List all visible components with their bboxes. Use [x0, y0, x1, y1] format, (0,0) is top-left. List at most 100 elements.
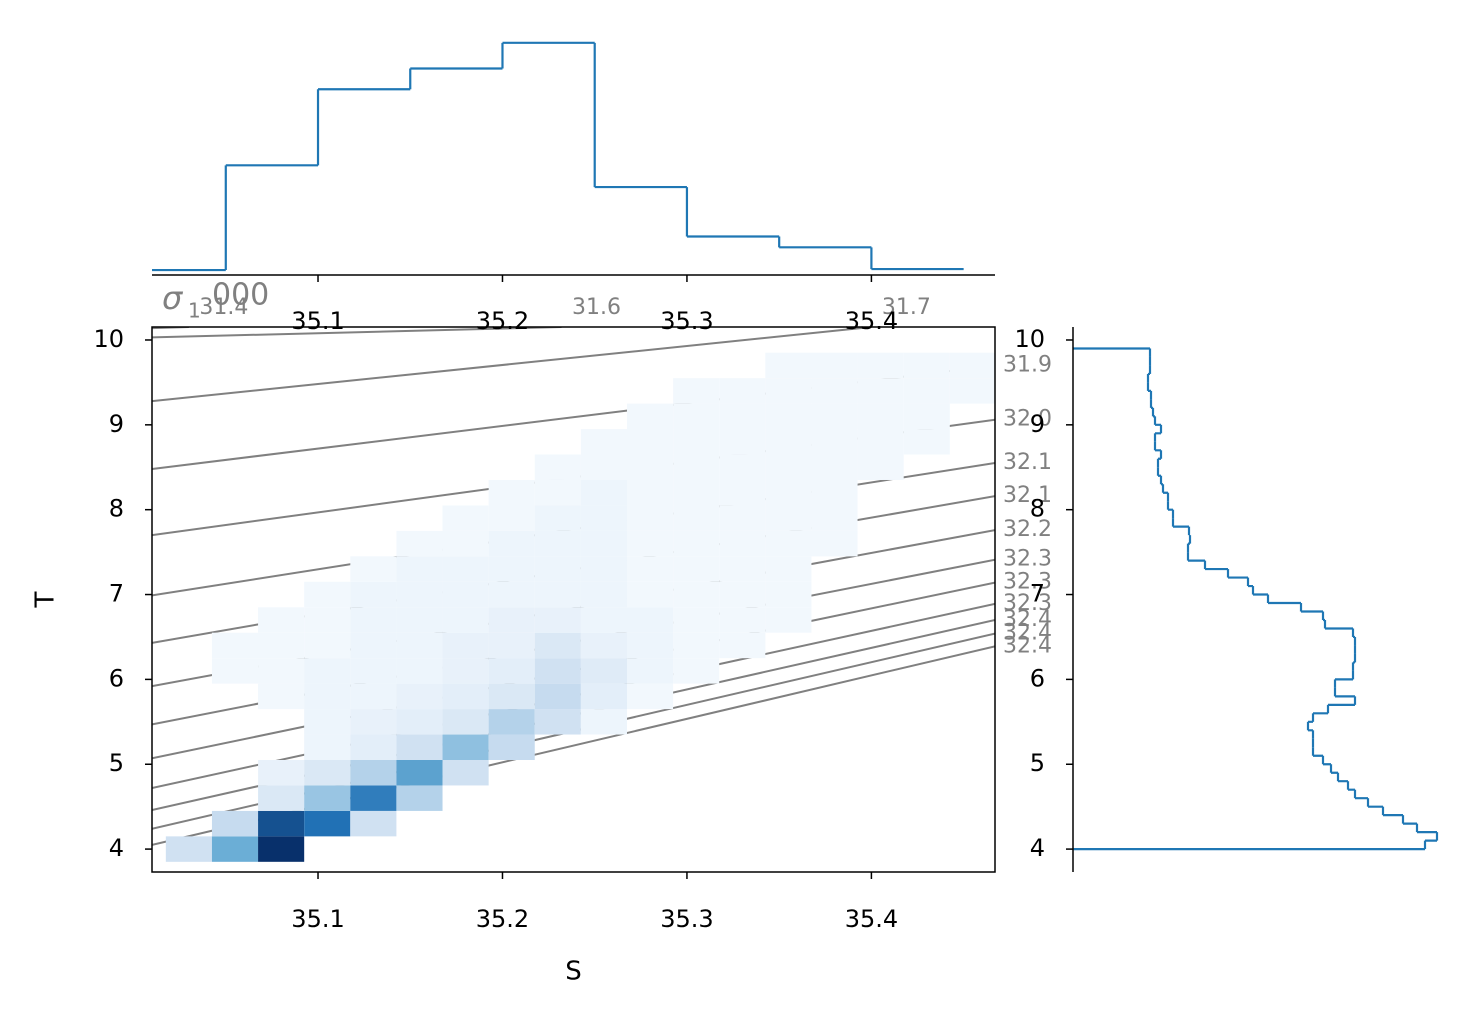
x-tick-label: 35.3 — [660, 307, 713, 335]
hex-cell — [580, 683, 627, 710]
contour-label: 32.4 — [1003, 621, 1052, 646]
contour-label: 32.4 — [1003, 607, 1052, 632]
hex-cell — [811, 378, 858, 404]
hex-cell — [626, 556, 674, 582]
hex-cell — [673, 429, 720, 455]
hex-cell — [488, 581, 535, 608]
hex-cell — [488, 607, 535, 633]
contour-label: 32.4 — [1003, 633, 1052, 658]
density-title-suffix: 000 — [212, 278, 269, 313]
contour-label: 31.6 — [572, 295, 621, 320]
hex-cell — [580, 530, 627, 557]
hex-cell — [396, 683, 443, 710]
hex-cell — [580, 505, 627, 531]
bin-connector — [1073, 347, 1437, 851]
hex-cell — [258, 810, 305, 837]
hex-cell — [673, 607, 720, 633]
hex-cell — [673, 378, 720, 404]
hex-cell — [304, 683, 351, 710]
hex-cell — [488, 479, 535, 506]
hex-cell — [765, 378, 812, 404]
hex-cell — [673, 556, 720, 582]
axes-frame — [151, 326, 996, 873]
hex-cell — [903, 378, 950, 404]
histogram — [152, 41, 964, 272]
hex-cell — [673, 505, 720, 531]
hex-cell — [258, 683, 305, 710]
contour-label: 31.7 — [882, 295, 931, 320]
hex-cell — [258, 836, 305, 862]
hex-cell — [719, 378, 766, 404]
hex-cell — [811, 429, 858, 455]
hex-cell — [903, 403, 950, 430]
hex-cell — [211, 836, 259, 862]
hex-cell — [765, 607, 812, 633]
hex-cell — [396, 759, 443, 786]
hex-cell — [442, 632, 489, 659]
hex-cell — [626, 479, 674, 506]
hex-cell — [811, 479, 858, 506]
hex-cell — [396, 581, 443, 608]
y-tick-label: 8 — [109, 495, 124, 523]
hex-cell — [396, 709, 443, 735]
hex-cell — [719, 429, 766, 455]
y-tick-label: 9 — [1030, 410, 1045, 438]
hex-cell — [765, 429, 812, 455]
x-tick-label: 35.2 — [476, 307, 529, 335]
hex-cell — [580, 429, 627, 455]
hex-cell — [626, 505, 674, 531]
hex-cell — [719, 403, 766, 430]
hex-cell — [304, 709, 351, 735]
hex-cell — [765, 505, 812, 531]
y-tick-label: 6 — [109, 664, 124, 692]
y-tick-label: 10 — [1014, 325, 1045, 353]
hex-cell — [719, 530, 766, 557]
x-tick-label: 35.2 — [476, 905, 529, 933]
hex-cell — [442, 556, 489, 582]
hex-cell — [765, 581, 812, 608]
hex-cell — [304, 658, 351, 684]
hex-cell — [626, 454, 674, 480]
hex-cell — [442, 683, 489, 710]
x-axis-label: S — [565, 957, 582, 987]
y-axis-label: T — [31, 591, 61, 608]
hex-cell — [396, 658, 443, 684]
plot-area — [152, 327, 995, 862]
hex-cell — [488, 683, 535, 710]
y-tick-label: 4 — [1030, 834, 1045, 862]
hex-cell — [396, 556, 443, 582]
hex-cell — [811, 403, 858, 430]
hex-cell — [258, 785, 305, 811]
hex-cell — [488, 530, 535, 557]
density-title-symbol: σ — [162, 279, 184, 317]
hex-cell — [673, 403, 720, 430]
hex-cell — [534, 581, 581, 608]
hex-cell — [580, 556, 627, 582]
hex-cell — [442, 709, 489, 735]
hex-cell — [488, 709, 535, 735]
y-tick-label: 9 — [109, 410, 124, 438]
hex-cell — [626, 607, 674, 633]
contour-label: 32.1 — [1003, 483, 1052, 508]
contour-label: 32.1 — [1003, 450, 1052, 475]
hex-cell — [949, 378, 995, 404]
contour-label: 31.9 — [1003, 352, 1052, 377]
x-tick-label: 35.4 — [845, 307, 898, 335]
x-tick-label: 35.1 — [291, 307, 344, 335]
y-tick-label: 7 — [109, 580, 124, 608]
hex-cell — [857, 352, 904, 379]
hex-cell — [534, 530, 581, 557]
hex-cell — [765, 403, 812, 430]
hex-cell — [258, 607, 305, 633]
hex-cell — [857, 429, 904, 455]
hex-cell — [811, 454, 858, 480]
hex-cell — [719, 479, 766, 506]
hex-cell — [811, 352, 858, 379]
contour-label: 32.3 — [1003, 570, 1052, 595]
hex-cell — [442, 658, 489, 684]
hex-cell — [673, 658, 720, 684]
hex-cell — [350, 810, 397, 837]
hex-cell — [396, 530, 443, 557]
hex-cell — [857, 378, 904, 404]
